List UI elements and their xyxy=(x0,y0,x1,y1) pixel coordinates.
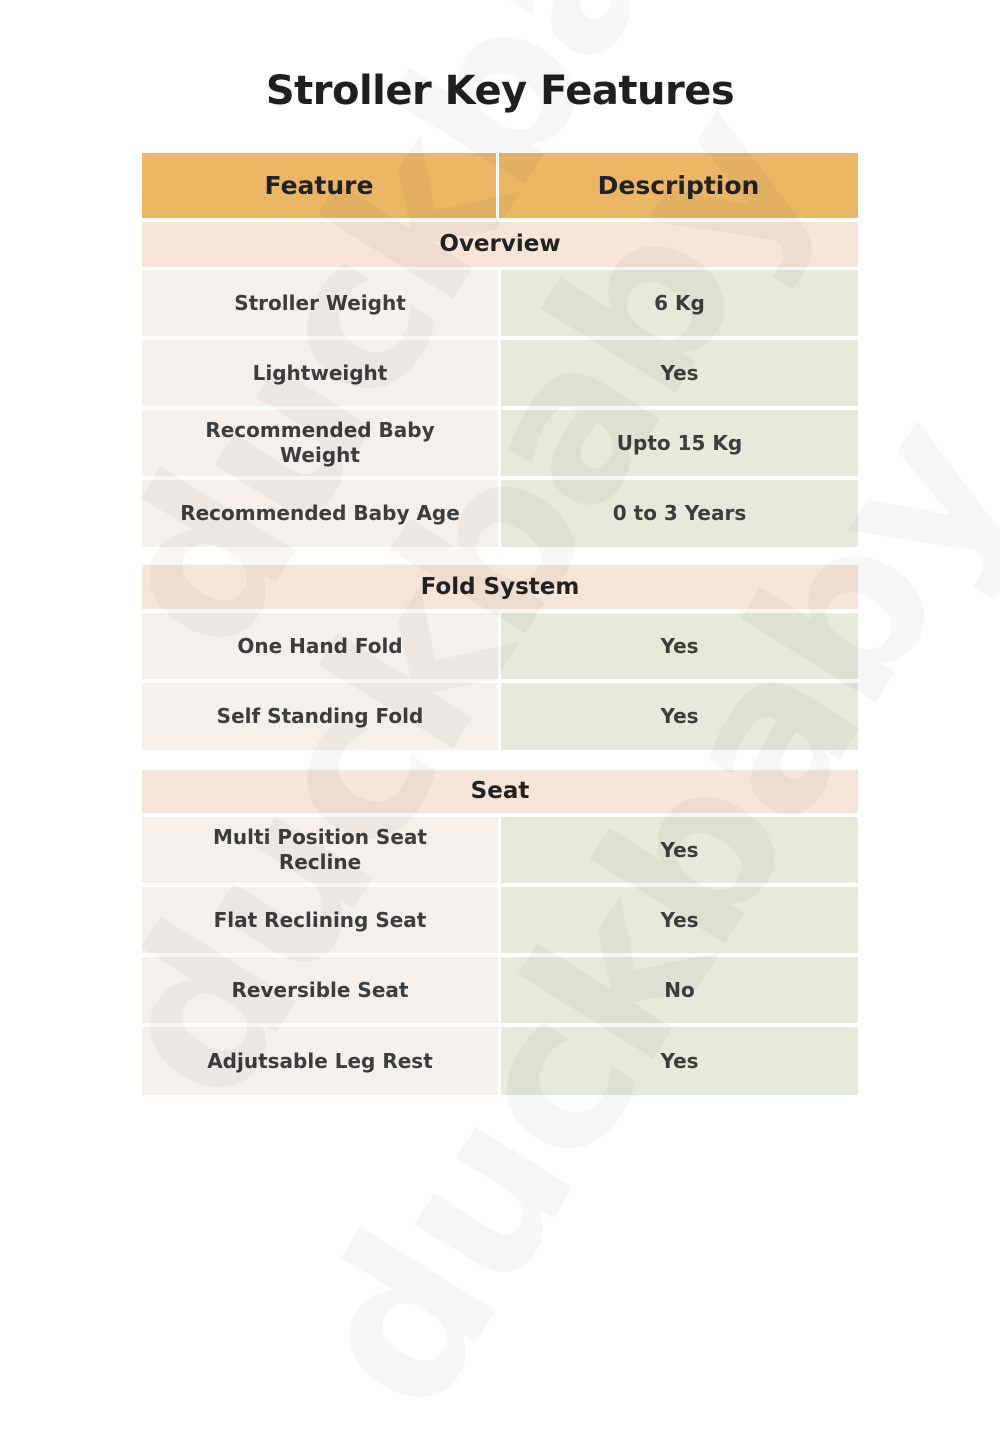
description-cell: Yes xyxy=(501,817,858,883)
page-title: Stroller Key Features xyxy=(265,68,735,114)
description-cell: Yes xyxy=(501,613,858,679)
description-cell: Upto 15 Kg xyxy=(501,410,858,476)
feature-cell: Lightweight xyxy=(142,340,498,406)
feature-cell: Multi Position Seat Recline xyxy=(142,817,498,883)
description-cell: Yes xyxy=(501,887,858,953)
description-cell: Yes xyxy=(501,340,858,406)
description-cell: Yes xyxy=(501,683,858,750)
section-header: Fold System xyxy=(142,565,858,609)
feature-cell: Recommended Baby Age xyxy=(142,480,498,547)
section-header: Seat xyxy=(142,770,858,813)
feature-cell: Recommended Baby Weight xyxy=(142,410,498,476)
description-cell: 6 Kg xyxy=(501,270,858,336)
feature-cell: Stroller Weight xyxy=(142,270,498,336)
feature-cell: Adjutsable Leg Rest xyxy=(142,1027,498,1095)
description-cell: 0 to 3 Years xyxy=(501,480,858,547)
description-cell: No xyxy=(501,957,858,1023)
section-header: Overview xyxy=(142,222,858,267)
feature-cell: One Hand Fold xyxy=(142,613,498,679)
feature-cell: Self Standing Fold xyxy=(142,683,498,750)
description-cell: Yes xyxy=(501,1027,858,1095)
feature-cell: Flat Reclining Seat xyxy=(142,887,498,953)
column-header-feature: Feature xyxy=(142,153,496,218)
feature-cell: Reversible Seat xyxy=(142,957,498,1023)
column-header-description: Description xyxy=(499,153,858,218)
